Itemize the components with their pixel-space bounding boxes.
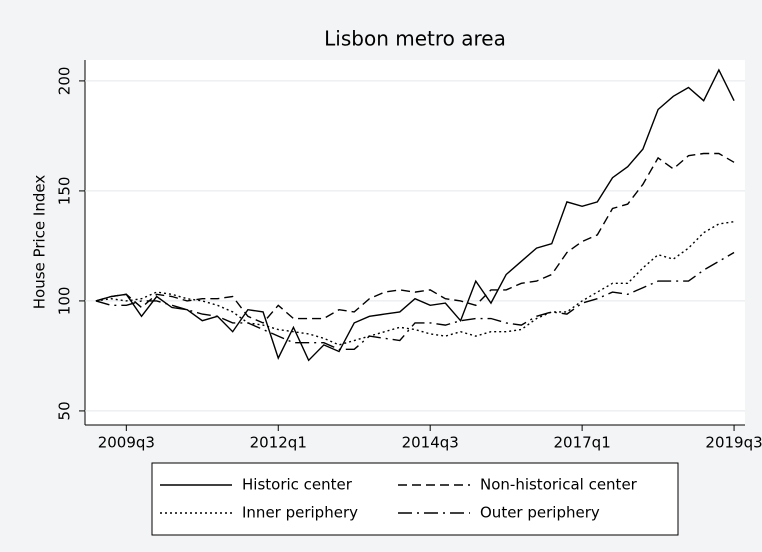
series-line [95, 152, 735, 324]
y-axis-title: House Price Index [31, 175, 49, 310]
series-line [95, 251, 735, 351]
x-tick-label: 2014q3 [402, 434, 459, 452]
x-tick-label: 2012q1 [250, 434, 307, 452]
x-tick-label: 2019q3 [705, 434, 762, 452]
chart-title: Lisbon metro area [324, 27, 506, 51]
legend-label: Inner periphery [242, 504, 358, 522]
legend [151, 462, 679, 536]
plot-area [85, 60, 745, 425]
legend-label: Historic center [242, 476, 353, 494]
y-tick-label: 150 [56, 177, 74, 206]
y-tick-label: 100 [56, 287, 74, 316]
legend-label: Non-historical center [480, 476, 638, 494]
x-tick-label: 2017q1 [554, 434, 611, 452]
y-tick-label: 50 [56, 401, 74, 420]
x-tick-label: 2009q3 [98, 434, 155, 452]
series-line [95, 221, 735, 346]
y-tick-label: 200 [56, 67, 74, 96]
legend-label: Outer periphery [480, 504, 600, 522]
series-line [95, 68, 735, 362]
